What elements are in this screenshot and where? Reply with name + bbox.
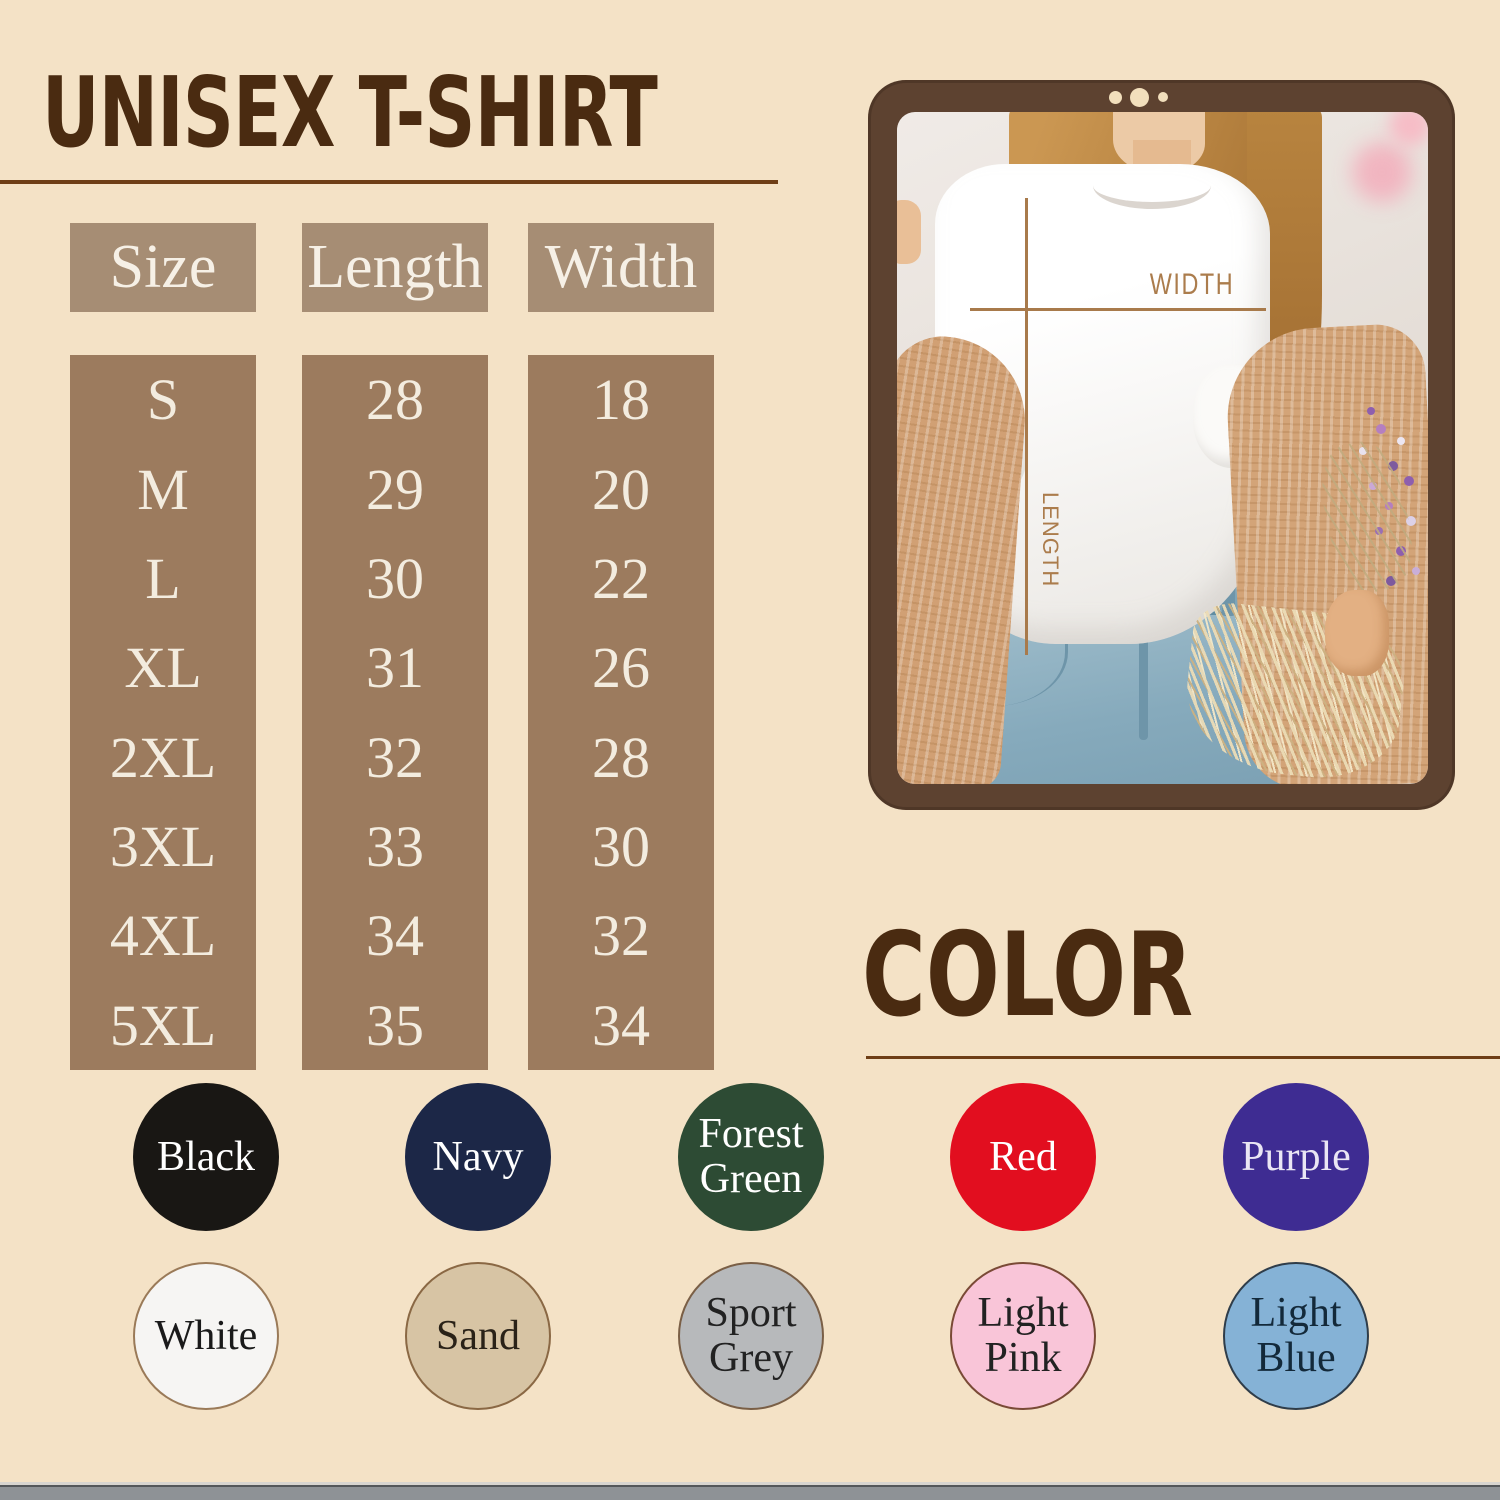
column-header-width: Width xyxy=(528,223,714,312)
size-column: S M L XL 2XL 3XL 4XL 5XL xyxy=(70,355,256,1070)
frame-dot-icon xyxy=(1130,88,1149,107)
photo-frame: WIDTH LENGTH xyxy=(868,80,1455,810)
swatch-sand: Sand xyxy=(405,1262,551,1410)
frame-dot-icon xyxy=(1158,92,1168,102)
width-measure-label: WIDTH xyxy=(1149,268,1235,301)
length-cell: 31 xyxy=(366,635,424,701)
swatch-label: Purple xyxy=(1241,1133,1351,1180)
swatch-label: Light Pink xyxy=(977,1290,1069,1381)
width-cell: 22 xyxy=(592,545,650,611)
page-title: UNISEX T-SHIRT xyxy=(42,56,658,169)
jeans-pocket xyxy=(945,616,1068,706)
size-cell: XL xyxy=(124,635,202,701)
length-cell: 33 xyxy=(366,814,424,880)
model-hand xyxy=(1325,590,1389,676)
width-cell: 20 xyxy=(592,456,650,522)
title-divider xyxy=(0,180,778,184)
size-cell: 3XL xyxy=(109,814,217,880)
tshirt-model-photo: WIDTH LENGTH xyxy=(897,112,1428,784)
column-header-size: Size xyxy=(70,223,256,312)
swatch-navy: Navy xyxy=(405,1083,551,1231)
swatch-label: Forest Green xyxy=(698,1111,804,1202)
size-cell: M xyxy=(137,456,189,522)
jeans-fly-seam xyxy=(1139,612,1148,740)
swatch-purple: Purple xyxy=(1223,1083,1369,1231)
size-cell: 2XL xyxy=(109,724,217,790)
width-cell: 34 xyxy=(592,992,650,1058)
color-divider xyxy=(866,1056,1500,1059)
width-cell: 32 xyxy=(592,903,650,969)
length-cell: 32 xyxy=(366,724,424,790)
length-measure-line xyxy=(1025,198,1028,655)
size-cell: L xyxy=(145,545,181,611)
size-cell: 4XL xyxy=(109,903,217,969)
width-column: 18 20 22 26 28 30 32 34 xyxy=(528,355,714,1070)
width-cell: 26 xyxy=(592,635,650,701)
size-cell: 5XL xyxy=(109,992,217,1058)
swatch-red: Red xyxy=(950,1083,1096,1231)
blurred-flower xyxy=(1352,142,1412,202)
screen-edge-bar xyxy=(0,1482,1500,1500)
length-cell: 29 xyxy=(366,456,424,522)
width-cell: 28 xyxy=(592,724,650,790)
swatch-light-blue: Light Blue xyxy=(1223,1262,1369,1410)
width-measure-line xyxy=(970,308,1266,311)
size-cell: S xyxy=(146,367,180,433)
length-cell: 35 xyxy=(366,992,424,1058)
dried-flowers xyxy=(1367,407,1375,415)
swatch-label: Sand xyxy=(436,1312,520,1359)
tshirt-collar xyxy=(1093,162,1211,209)
model-hand xyxy=(897,200,921,264)
swatch-sport-grey: Sport Grey xyxy=(678,1262,824,1410)
swatch-light-pink: Light Pink xyxy=(950,1262,1096,1410)
swatch-label: White xyxy=(154,1312,258,1359)
width-cell: 18 xyxy=(592,367,650,433)
length-cell: 30 xyxy=(366,545,424,611)
swatch-label: Red xyxy=(989,1133,1057,1180)
length-cell: 34 xyxy=(366,903,424,969)
color-section-title: COLOR xyxy=(862,908,1194,1043)
swatch-black: Black xyxy=(133,1083,279,1231)
length-measure-label: LENGTH xyxy=(1038,492,1063,588)
swatch-label: Sport Grey xyxy=(705,1290,797,1381)
swatch-white: White xyxy=(133,1262,279,1410)
swatch-label: Navy xyxy=(432,1133,524,1180)
swatch-label: Light Blue xyxy=(1250,1290,1342,1381)
blurred-flower xyxy=(1389,112,1428,146)
swatch-forest-green: Forest Green xyxy=(678,1083,824,1231)
width-cell: 30 xyxy=(592,814,650,880)
column-header-length: Length xyxy=(302,223,488,312)
length-cell: 28 xyxy=(366,367,424,433)
length-column: 28 29 30 31 32 33 34 35 xyxy=(302,355,488,1070)
frame-dot-icon xyxy=(1109,91,1122,104)
swatch-label: Black xyxy=(157,1133,255,1180)
